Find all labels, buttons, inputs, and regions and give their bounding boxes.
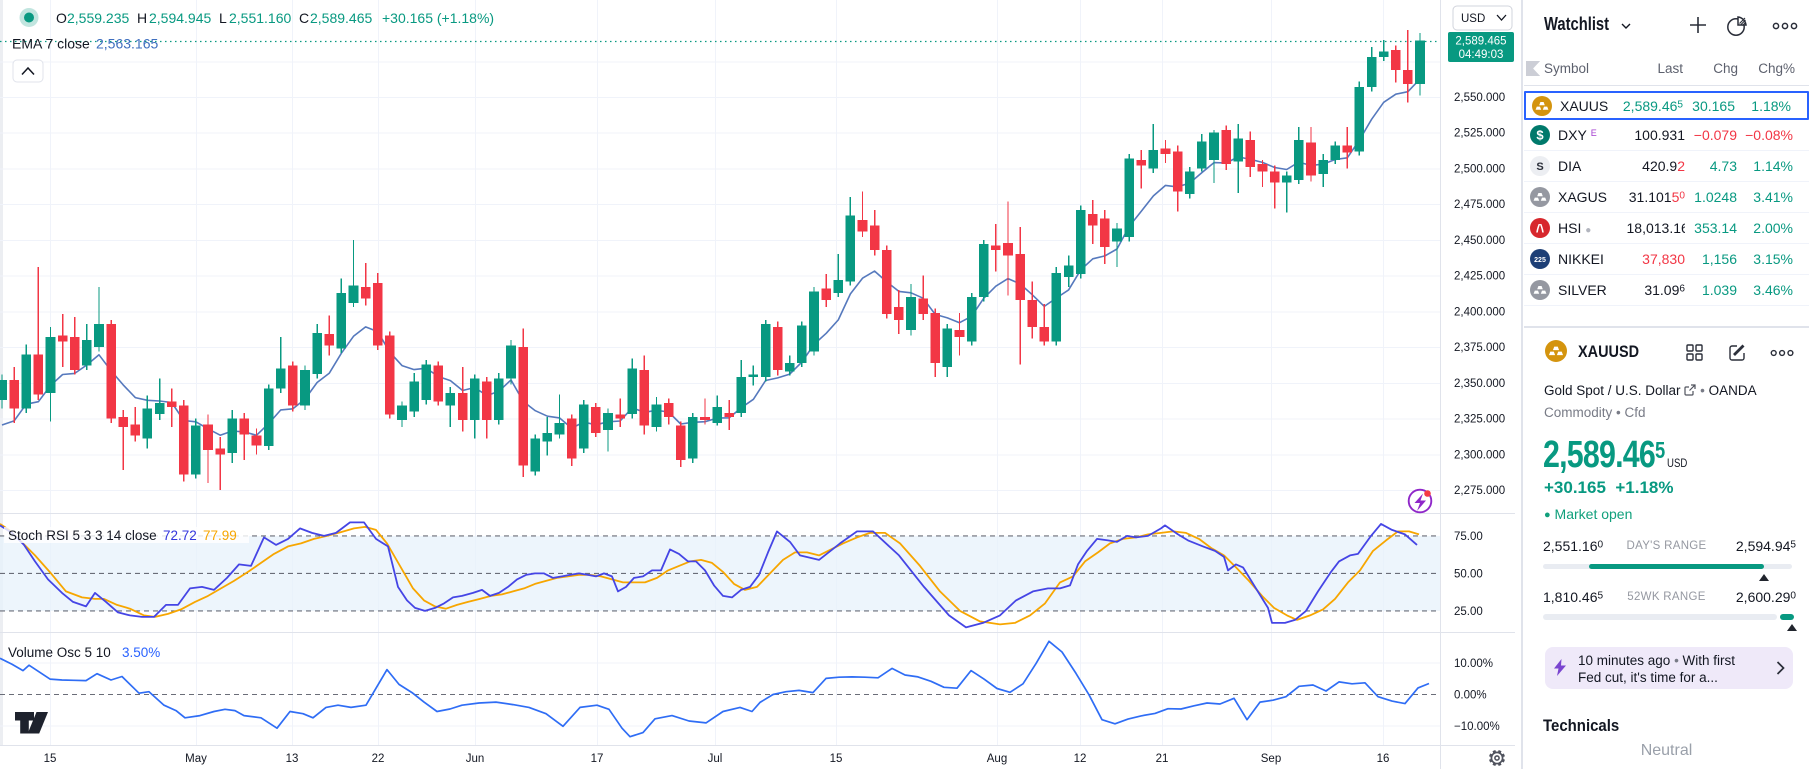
svg-text:12: 12 [1074,753,1087,765]
svg-text:−10.00%: −10.00% [1454,721,1500,733]
svg-text:2,563.165: 2,563.165 [96,36,158,52]
svg-text:2,589.465: 2,589.465 [1455,36,1506,48]
svg-text:72.72: 72.72 [163,528,197,543]
svg-text:25.00: 25.00 [1454,606,1483,618]
svg-text:S: S [1536,161,1543,173]
svg-text:Jun: Jun [466,753,485,765]
svg-text:15: 15 [830,753,843,765]
svg-text:77.99: 77.99 [203,528,237,543]
svg-text:2,275.000: 2,275.000 [1454,485,1505,497]
svg-text:75.00: 75.00 [1454,531,1483,543]
svg-text:Stoch RSI 5 3 3 14 close: Stoch RSI 5 3 3 14 close [8,528,157,543]
svg-text:04:49:03: 04:49:03 [1459,49,1504,61]
svg-text:2,375.000: 2,375.000 [1454,342,1505,354]
svg-text:May: May [185,753,207,765]
svg-text:16: 16 [1377,753,1390,765]
svg-text:2,475.000: 2,475.000 [1454,199,1505,211]
svg-text:225: 225 [1534,257,1546,264]
svg-text:21: 21 [1156,753,1169,765]
svg-text:50.00: 50.00 [1454,568,1483,580]
svg-text:15: 15 [44,753,57,765]
svg-text:2,325.000: 2,325.000 [1454,414,1505,426]
svg-text:2,500.000: 2,500.000 [1454,164,1505,176]
svg-text:C: C [299,10,309,26]
svg-text:O: O [56,10,67,26]
svg-text:2,551.160: 2,551.160 [229,10,291,26]
svg-text:L: L [219,10,227,26]
svg-text:2,525.000: 2,525.000 [1454,128,1505,140]
svg-text:17: 17 [591,753,604,765]
svg-text:EMA 7 close: EMA 7 close [12,36,90,52]
svg-text:2,400.000: 2,400.000 [1454,306,1505,318]
svg-text:0.00%: 0.00% [1454,690,1487,702]
svg-text:$: $ [1536,128,1544,143]
svg-text:13: 13 [286,753,299,765]
svg-text:Jul: Jul [708,753,723,765]
svg-text:2,425.000: 2,425.000 [1454,271,1505,283]
svg-text:2,550.000: 2,550.000 [1454,92,1505,104]
svg-text:Sep: Sep [1261,753,1281,765]
svg-text:2,589.465: 2,589.465 [310,10,372,26]
svg-text:22: 22 [372,753,385,765]
svg-text:2,300.000: 2,300.000 [1454,449,1505,461]
svg-text:H: H [137,10,147,26]
svg-text:Volume Osc 5 10: Volume Osc 5 10 [8,645,111,660]
svg-text:2,559.235: 2,559.235 [67,10,129,26]
svg-text:USD: USD [1461,13,1485,25]
svg-text:Aug: Aug [987,753,1007,765]
svg-text:2,450.000: 2,450.000 [1454,235,1505,247]
svg-text:2,350.000: 2,350.000 [1454,378,1505,390]
svg-text:10.00%: 10.00% [1454,658,1493,670]
svg-text:+30.165 (+1.18%): +30.165 (+1.18%) [382,10,494,26]
svg-text:3.50%: 3.50% [122,645,160,660]
svg-text:2,594.945: 2,594.945 [149,10,211,26]
